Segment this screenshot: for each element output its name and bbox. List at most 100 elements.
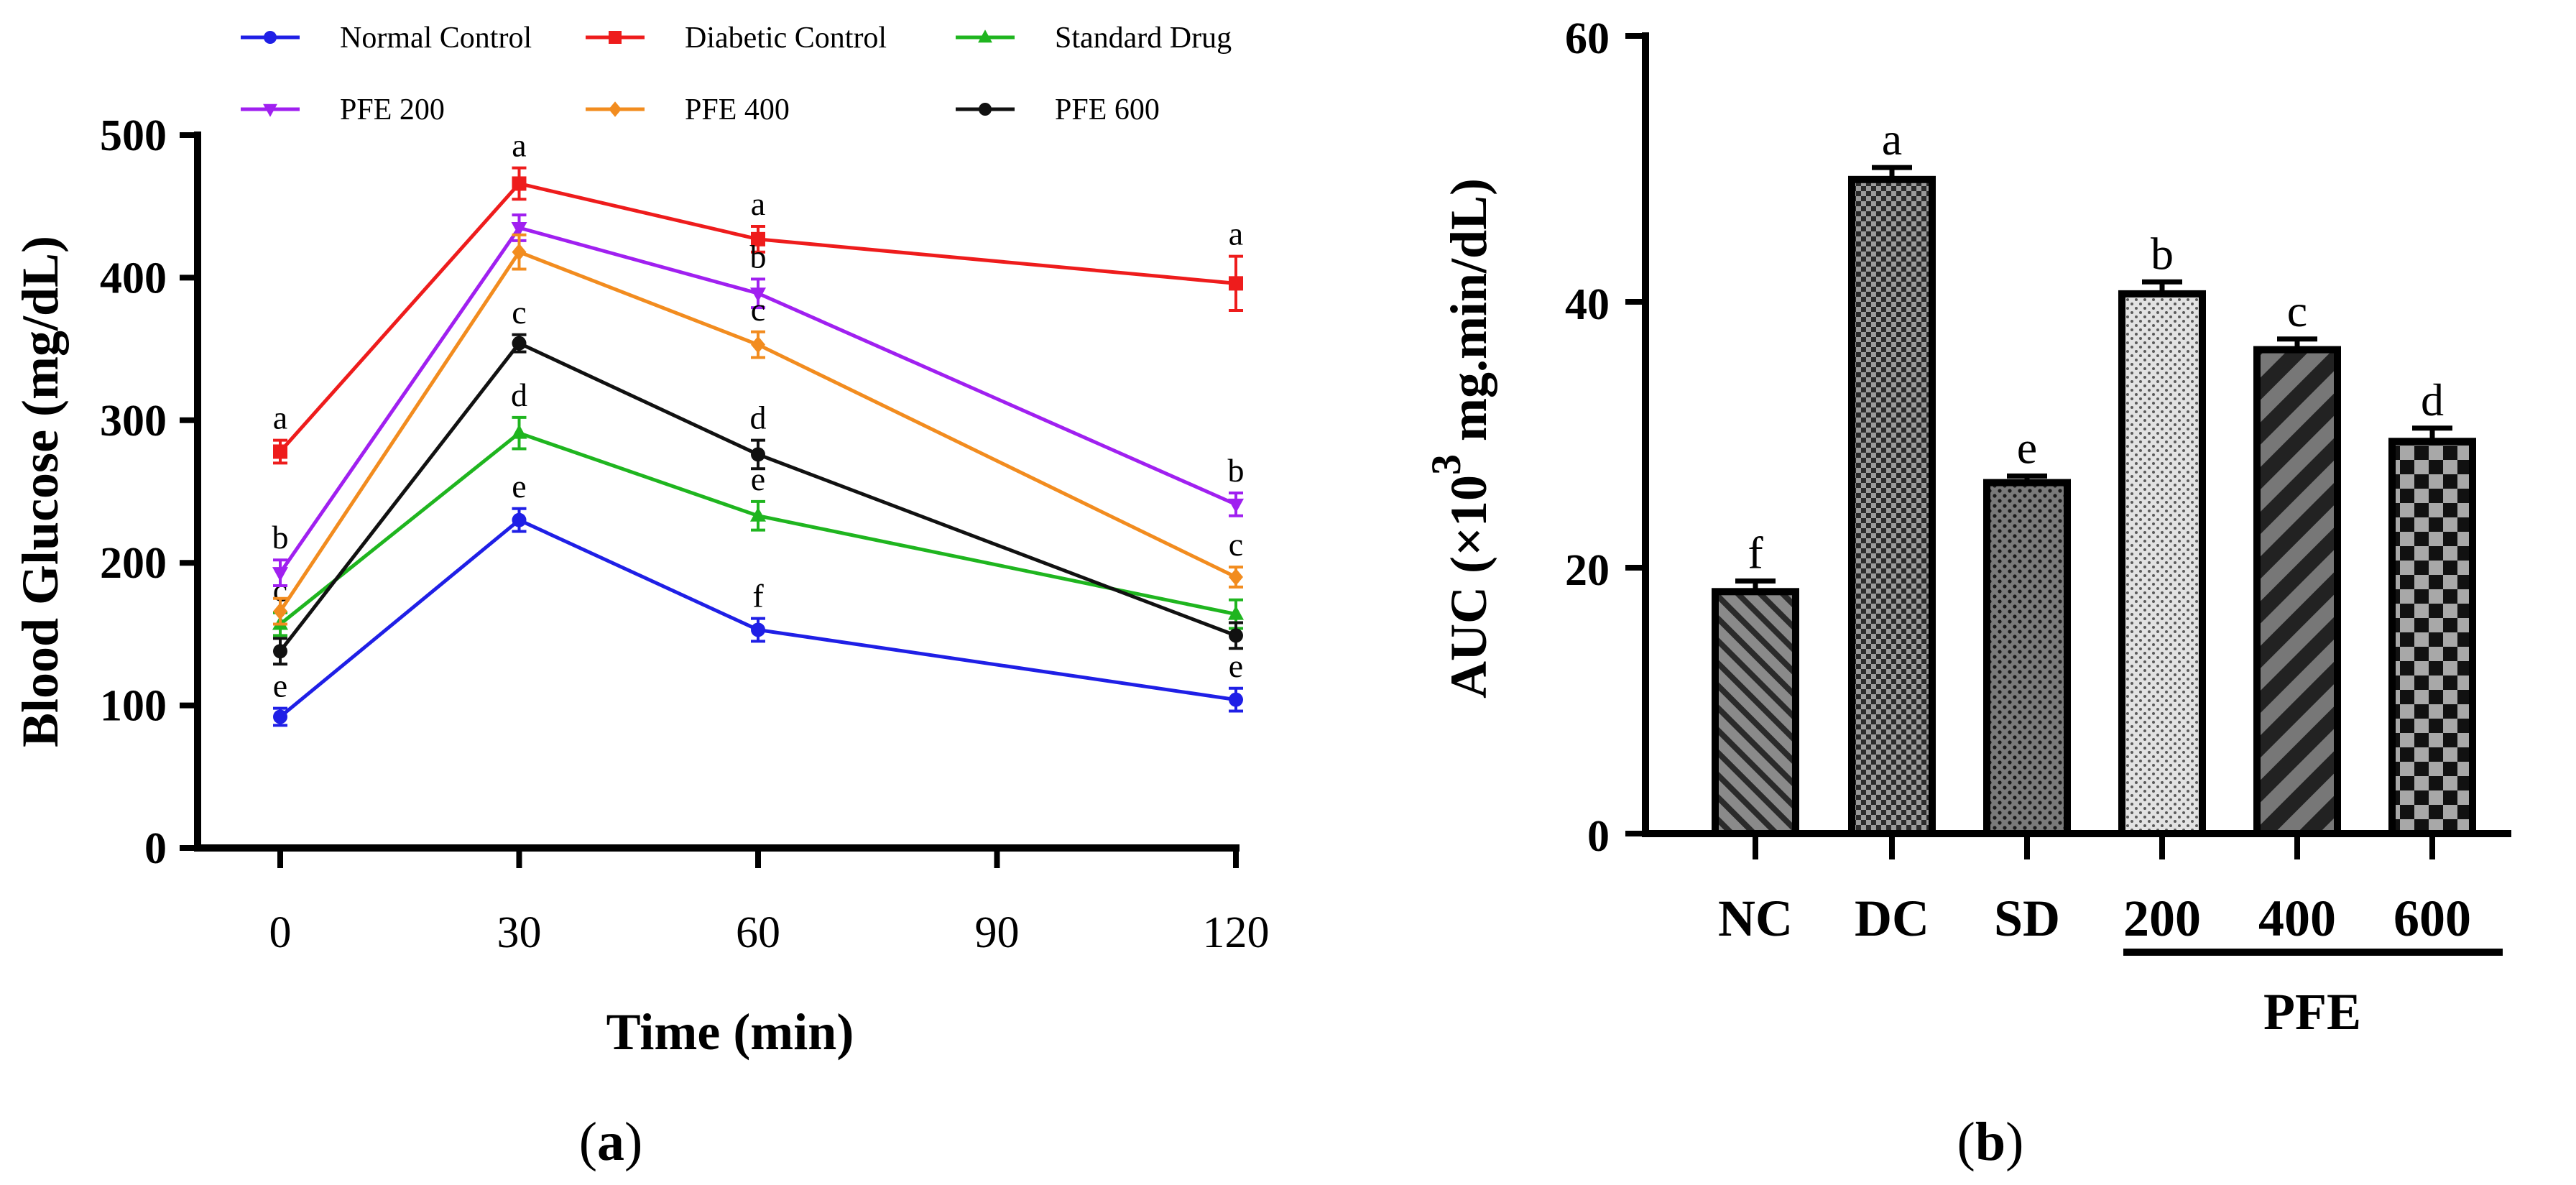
b-category-label: 200 bbox=[2123, 890, 2201, 947]
b-category-label: DC bbox=[1855, 890, 1929, 947]
a-significance-letter: f bbox=[752, 578, 764, 614]
a-data-point bbox=[751, 231, 765, 246]
legend-swatch-marker bbox=[609, 31, 622, 44]
legend-swatch-marker bbox=[264, 31, 277, 44]
b-bar-group-nc: f NC bbox=[1712, 527, 1799, 947]
b-bar bbox=[1712, 588, 1799, 837]
a-x-tick-label: 120 bbox=[1203, 908, 1270, 957]
b-bar bbox=[2253, 346, 2341, 838]
a-data-point bbox=[751, 447, 765, 462]
a-x-axis-title: Time (min) bbox=[606, 1003, 854, 1061]
b-significance-letter: f bbox=[1748, 527, 1763, 578]
a-panel-close: ) bbox=[624, 1112, 642, 1172]
b-y-title-sup: 3 bbox=[1423, 454, 1469, 475]
panel-b-bar-chart: 0 20 40 60 f NC a DC e SD b 200 c 400 d 600 AUC (×103 … bbox=[1423, 14, 2511, 1172]
a-series-line bbox=[279, 430, 1237, 626]
a-data-point bbox=[511, 424, 527, 439]
a-significance-letter: e bbox=[512, 468, 526, 504]
b-category-label: 600 bbox=[2393, 890, 2471, 947]
a-significance-letter: a bbox=[512, 127, 526, 164]
a-panel-letter: a bbox=[597, 1112, 624, 1172]
b-significance-letter: b bbox=[2151, 228, 2174, 279]
a-y-tick-label: 400 bbox=[100, 254, 167, 303]
a-series-normal-control: e e f e bbox=[273, 468, 1243, 727]
a-data-point bbox=[750, 287, 766, 303]
a-significance-letter: c bbox=[1229, 526, 1243, 563]
b-y-title-suffix: mg.min/dL) bbox=[1440, 178, 1497, 454]
a-data-point bbox=[1229, 568, 1243, 586]
b-category-label: 400 bbox=[2258, 890, 2336, 947]
a-significance-letter: b bbox=[1228, 452, 1245, 489]
a-data-point bbox=[273, 602, 287, 620]
a-data-point bbox=[272, 567, 288, 582]
b-axes-frame bbox=[1642, 32, 2511, 837]
b-bar-group-600: d 600 bbox=[2388, 374, 2476, 947]
b-significance-letter: a bbox=[1882, 114, 1902, 165]
legend-label: PFE 600 bbox=[1055, 93, 1160, 126]
a-significance-letter: b bbox=[272, 519, 289, 555]
legend-label: Diabetic Control bbox=[685, 22, 887, 55]
b-y-title-prefix: AUC (×10 bbox=[1440, 475, 1497, 698]
legend-swatch-marker bbox=[978, 29, 992, 43]
a-significance-letter: c bbox=[751, 291, 765, 328]
a-significance-letter: a bbox=[273, 400, 287, 436]
a-significance-letter: d bbox=[511, 377, 527, 413]
b-bar bbox=[2388, 438, 2476, 837]
legend: Normal Control Diabetic Control Standard D… bbox=[241, 22, 1232, 126]
a-y-tick-label: 300 bbox=[100, 397, 167, 446]
a-x-tick-label: 30 bbox=[497, 908, 542, 957]
a-data-point bbox=[1229, 276, 1243, 291]
b-category-label: SD bbox=[1994, 890, 2060, 947]
a-data-point bbox=[1228, 498, 1244, 513]
legend-item: PFE 400 bbox=[586, 93, 790, 126]
b-axis-ticks: 0 20 40 60 bbox=[1565, 14, 1645, 861]
legend-item: PFE 600 bbox=[956, 93, 1160, 126]
b-bar bbox=[2118, 290, 2206, 837]
a-y-tick-label: 0 bbox=[144, 824, 167, 873]
a-panel-label: (a) bbox=[579, 1112, 643, 1172]
b-category-label: NC bbox=[1718, 890, 1793, 947]
a-series-line bbox=[279, 341, 1237, 653]
b-y-tick-label: 60 bbox=[1565, 14, 1610, 63]
a-significance-letter: e bbox=[273, 668, 287, 704]
legend-swatch-marker bbox=[979, 103, 992, 116]
b-significance-letter: e bbox=[2017, 422, 2037, 473]
a-series-line bbox=[279, 517, 1237, 719]
b-y-axis-title: AUC (×103 mg.min/dL) bbox=[1423, 178, 1497, 698]
a-data-point bbox=[512, 512, 527, 527]
a-series-diabetic-control: a a a a bbox=[273, 127, 1243, 465]
b-bar-group-200: b 200 bbox=[2118, 228, 2206, 947]
a-axes-frame bbox=[194, 132, 1239, 852]
a-series-line bbox=[279, 181, 1237, 453]
a-data-point bbox=[750, 507, 766, 522]
a-data-point bbox=[1229, 628, 1243, 643]
a-series-pfe-200: b b b bbox=[272, 213, 1245, 587]
b-y-tick-label: 20 bbox=[1565, 546, 1610, 595]
legend-swatch-marker bbox=[609, 101, 622, 117]
a-data-point bbox=[1228, 605, 1244, 620]
a-significance-letter: c bbox=[512, 294, 526, 331]
a-y-tick-label: 100 bbox=[100, 682, 167, 731]
b-bars-layer: f NC a DC e SD b 200 c 400 d 600 bbox=[1712, 114, 2476, 947]
legend-label: PFE 200 bbox=[340, 93, 445, 126]
b-bar-group-dc: a DC bbox=[1848, 114, 1936, 947]
b-significance-letter: d bbox=[2421, 374, 2444, 425]
legend-label: Normal Control bbox=[340, 22, 532, 55]
a-series-line bbox=[278, 249, 1237, 613]
b-panel-close: ) bbox=[2005, 1112, 2023, 1172]
a-axis-ticks: 0 100 200 300 400 500 0 30 60 90 120 bbox=[100, 111, 1270, 957]
b-panel-label: (b) bbox=[1957, 1112, 2024, 1172]
a-y-axis-title: Blood Glucose (mg/dL) bbox=[11, 236, 69, 747]
a-significance-letter: b bbox=[750, 238, 767, 275]
legend-label: Standard Drug bbox=[1055, 22, 1232, 55]
legend-item: Standard Drug bbox=[956, 22, 1232, 55]
b-group-label: PFE bbox=[2263, 983, 2361, 1041]
a-x-tick-label: 90 bbox=[975, 908, 1020, 957]
b-bar-group-400: c 400 bbox=[2253, 285, 2341, 947]
a-data-point bbox=[273, 644, 287, 659]
a-data-point bbox=[511, 221, 527, 236]
a-data-point bbox=[512, 243, 527, 261]
a-y-tick-label: 200 bbox=[100, 539, 167, 588]
